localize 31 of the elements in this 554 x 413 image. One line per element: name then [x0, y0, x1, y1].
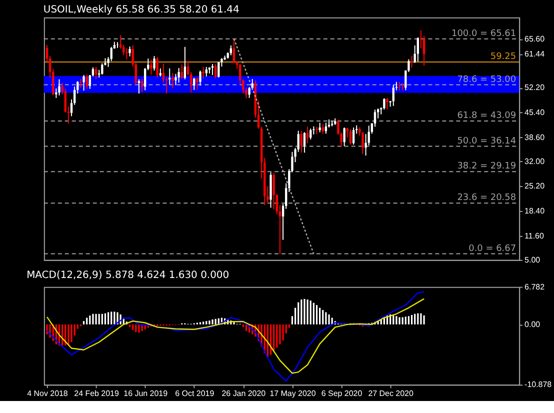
- y-tick-label: 45.40: [524, 108, 546, 118]
- y-tick-label: 25.20: [524, 182, 546, 191]
- x-tick-label: 17 May 2020: [270, 389, 316, 398]
- x-tick-label: 4 Nov 2018: [27, 389, 68, 398]
- ref-line-label: 50.0 = 36.14: [457, 136, 516, 146]
- y-tick-label: 5.00: [524, 255, 541, 264]
- y-tick-label: 38.60: [524, 132, 546, 142]
- y-tick-label: 0.00: [524, 320, 541, 329]
- ref-line-label: 78.6 = 53.00: [457, 74, 516, 85]
- x-tick-label: 6 Sep 2020: [321, 389, 363, 398]
- x-tick-label: 16 Jun 2019: [124, 389, 168, 398]
- chart-title: MACD(12,26,9) 5.878 4.624 1.630 0.000: [26, 270, 230, 281]
- chart-title: USOIL,Weekly 65.58 66.35 58.20 61.44: [43, 4, 240, 16]
- x-tick-label: 26 Jan 2020: [222, 389, 266, 398]
- ref-line-label: 59.25: [490, 52, 516, 62]
- y-tick-label: 52.20: [524, 83, 546, 92]
- x-tick-label: 6 Oct 2019: [175, 389, 215, 398]
- ref-line-label: 0.0 = 6.67: [468, 244, 516, 254]
- y-tick-label: 32.00: [524, 156, 546, 166]
- ref-line-label: 100.0 = 65.61: [451, 28, 516, 39]
- y-tick-label: 6.782: [524, 282, 546, 292]
- y-tick-label: 61.44: [524, 50, 546, 59]
- y-tick-label: -10.878: [524, 380, 552, 390]
- y-tick-label: 11.60: [524, 231, 544, 240]
- ref-line-label: 23.6 = 20.58: [457, 193, 516, 204]
- y-tick-label: 18.40: [524, 206, 546, 216]
- x-tick-label: 24 Feb 2019: [74, 389, 120, 398]
- x-tick-label: 27 Dec 2020: [368, 389, 414, 398]
- ref-line-label: 38.2 = 29.19: [457, 162, 516, 172]
- ref-line-label: 61.8 = 43.09: [457, 110, 516, 121]
- y-tick-label: 65.60: [524, 34, 546, 44]
